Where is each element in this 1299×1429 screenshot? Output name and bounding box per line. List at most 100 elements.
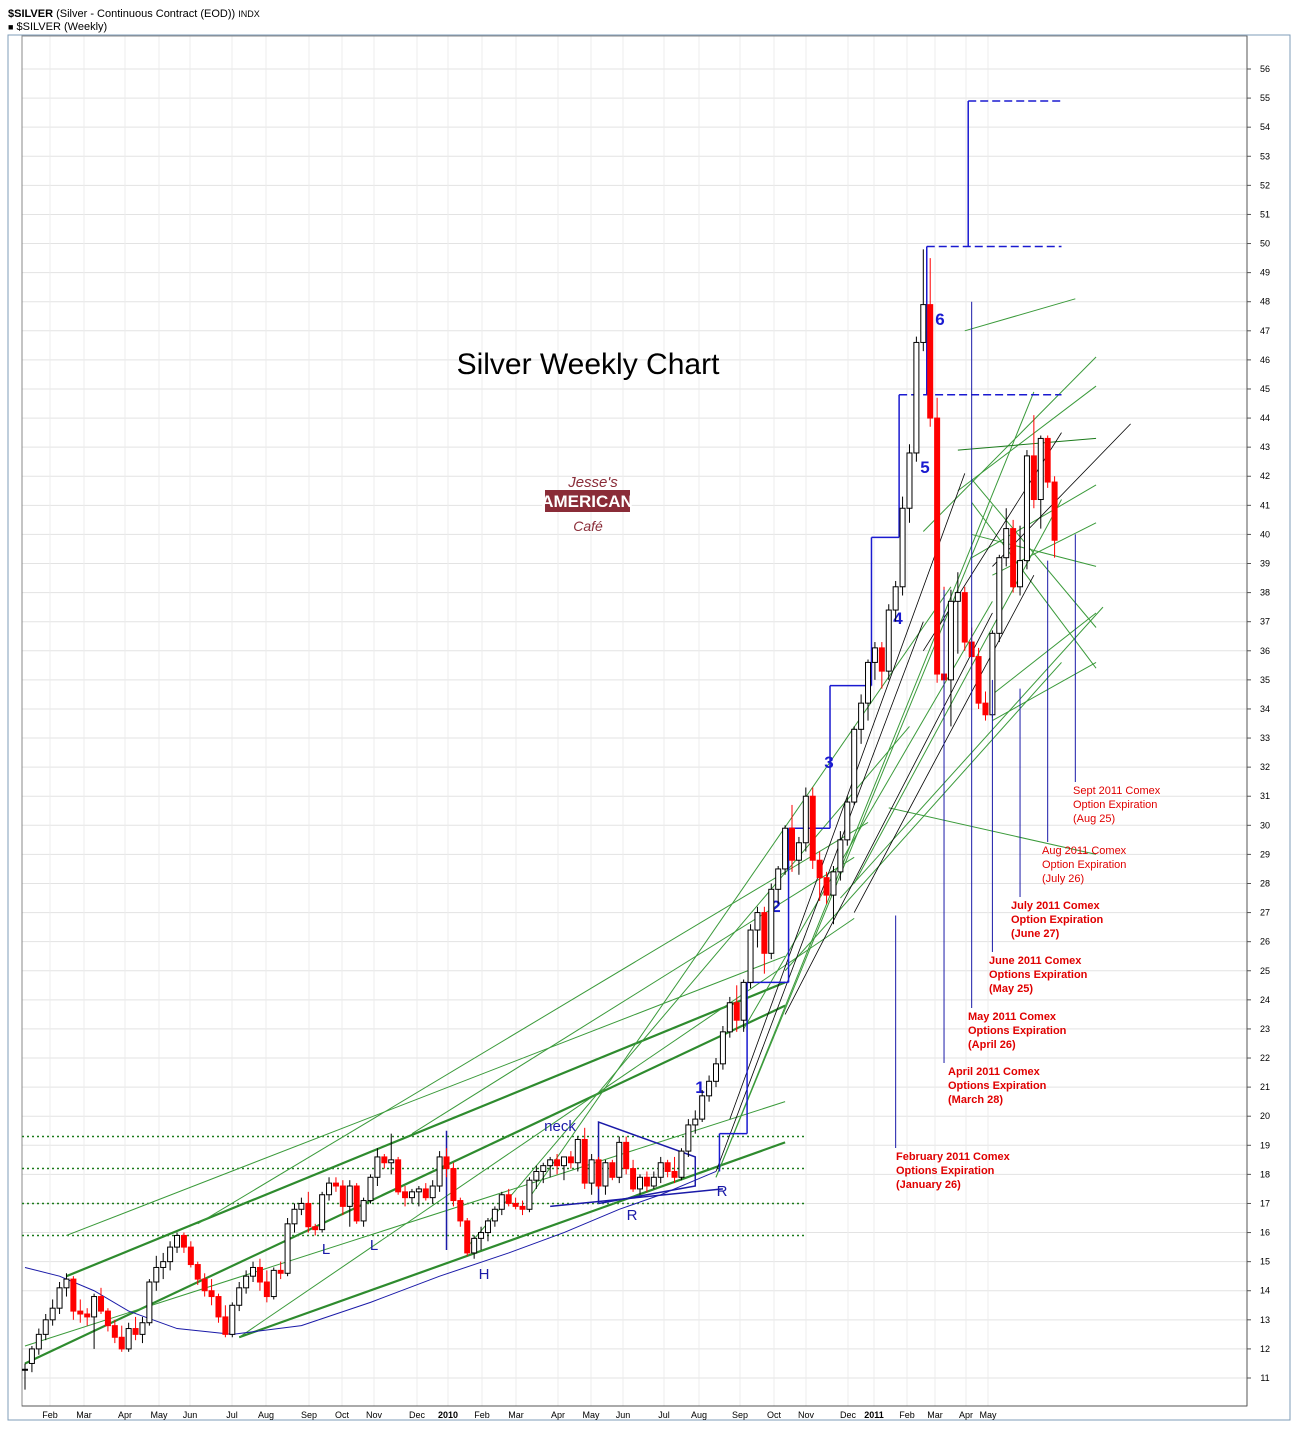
candle-body	[243, 1275, 250, 1289]
y-tick-label: 55	[1260, 93, 1270, 103]
candle-body	[567, 1156, 574, 1164]
pattern-label: R	[717, 1183, 728, 1200]
logo-line3: Café	[573, 518, 603, 534]
trend-lines	[24, 298, 1131, 1365]
step-label: 5	[920, 458, 929, 477]
y-tick-label: 18	[1260, 1169, 1270, 1179]
candle-body	[809, 795, 816, 861]
logo: Jesse's AMERICAN Café	[541, 474, 633, 534]
candle-body	[844, 801, 851, 841]
candle-body	[429, 1185, 436, 1199]
y-tick-label: 33	[1260, 733, 1270, 743]
exchange-label: INDX	[238, 9, 260, 19]
candle-body	[436, 1156, 443, 1187]
candle-body	[160, 1261, 167, 1268]
y-tick-label: 28	[1260, 878, 1270, 888]
candle-body	[471, 1237, 478, 1254]
candle-body	[1051, 481, 1058, 541]
trend-line	[784, 662, 1062, 972]
y-tick-label: 49	[1260, 268, 1270, 278]
y-tick-label: 42	[1260, 471, 1270, 481]
outer-border	[7, 34, 1291, 1421]
candles	[22, 249, 1058, 1390]
candle-body	[934, 417, 941, 675]
trend-line	[238, 1141, 786, 1339]
y-tick-label: 52	[1260, 180, 1270, 190]
expiration-label: Options Expiration	[989, 969, 1088, 981]
candle-body	[671, 1170, 678, 1178]
pattern-label: neck	[544, 1118, 576, 1135]
candle-body	[560, 1156, 567, 1167]
x-tick-label: 2010	[438, 1410, 458, 1420]
candle-body	[982, 702, 989, 716]
x-tick-label: May	[582, 1410, 600, 1420]
x-tick-label: Oct	[767, 1410, 782, 1420]
y-tick-label: 12	[1260, 1344, 1270, 1354]
candle-body	[104, 1310, 111, 1327]
y-tick-label: 22	[1260, 1053, 1270, 1063]
candle-body	[298, 1202, 305, 1210]
candle-body	[422, 1188, 429, 1199]
candle-body	[581, 1138, 588, 1184]
x-tick-label: May	[979, 1410, 997, 1420]
support-resistance-levels	[22, 1135, 805, 1237]
candle-body	[865, 661, 872, 704]
candle-body	[457, 1200, 464, 1222]
candle-body	[858, 702, 865, 730]
candle-body	[360, 1200, 367, 1222]
x-tick-label: Feb	[42, 1410, 58, 1420]
candle-body	[35, 1333, 42, 1350]
x-tick-label: Jun	[616, 1410, 631, 1420]
candle-body	[146, 1281, 153, 1324]
candle-body	[305, 1202, 312, 1228]
y-tick-label: 16	[1260, 1228, 1270, 1238]
candle-body	[519, 1205, 526, 1210]
candle-body	[464, 1220, 471, 1254]
candle-body	[830, 871, 837, 896]
series-legend-icon: ■	[8, 22, 14, 32]
expiration-label: Options Expiration	[948, 1080, 1047, 1092]
candle-body	[782, 827, 789, 870]
candle-body	[277, 1269, 284, 1274]
candle-body	[49, 1307, 56, 1321]
candle-body	[1030, 455, 1037, 501]
candle-body	[70, 1278, 77, 1312]
logo-line1: Jesse's	[567, 474, 618, 491]
y-tick-label: 26	[1260, 937, 1270, 947]
x-tick-label: Nov	[366, 1410, 383, 1420]
candle-body	[747, 929, 754, 983]
candle-body	[1037, 437, 1044, 501]
y-tick-label: 11	[1260, 1373, 1269, 1383]
y-tick-label: 43	[1260, 442, 1270, 452]
trend-line	[66, 955, 786, 1236]
y-tick-label: 36	[1260, 646, 1270, 656]
candle-body	[326, 1182, 333, 1196]
x-tick-label: Feb	[899, 1410, 915, 1420]
candle-body	[754, 912, 761, 931]
candle-body	[374, 1156, 381, 1178]
expiration-label: May 2011 Comex	[968, 1011, 1057, 1023]
y-tick-label: 31	[1260, 791, 1270, 801]
x-tick-label: Mar	[927, 1410, 943, 1420]
step-label: 6	[935, 310, 944, 329]
candle-body	[408, 1191, 415, 1199]
candle-body	[505, 1194, 512, 1204]
y-tick-label: 47	[1260, 326, 1270, 336]
y-tick-label: 29	[1260, 849, 1270, 859]
y-tick-label: 20	[1260, 1111, 1270, 1121]
x-tick-label: Feb	[474, 1410, 490, 1420]
candle-body	[1044, 437, 1051, 483]
candle-body	[547, 1159, 554, 1167]
candle-body	[187, 1246, 194, 1266]
axes: 1112131415161718192021222324252627282930…	[7, 34, 1291, 1421]
logo-banner	[545, 490, 630, 512]
candle-body	[789, 827, 796, 861]
expiration-label: Option Expiration	[1073, 799, 1157, 811]
candle-body	[996, 557, 1003, 634]
y-tick-label: 14	[1260, 1286, 1270, 1296]
y-tick-label: 23	[1260, 1024, 1270, 1034]
y-tick-label: 51	[1260, 209, 1270, 219]
candle-body	[602, 1162, 609, 1187]
trend-line	[957, 437, 1097, 451]
candle-body	[263, 1281, 270, 1298]
